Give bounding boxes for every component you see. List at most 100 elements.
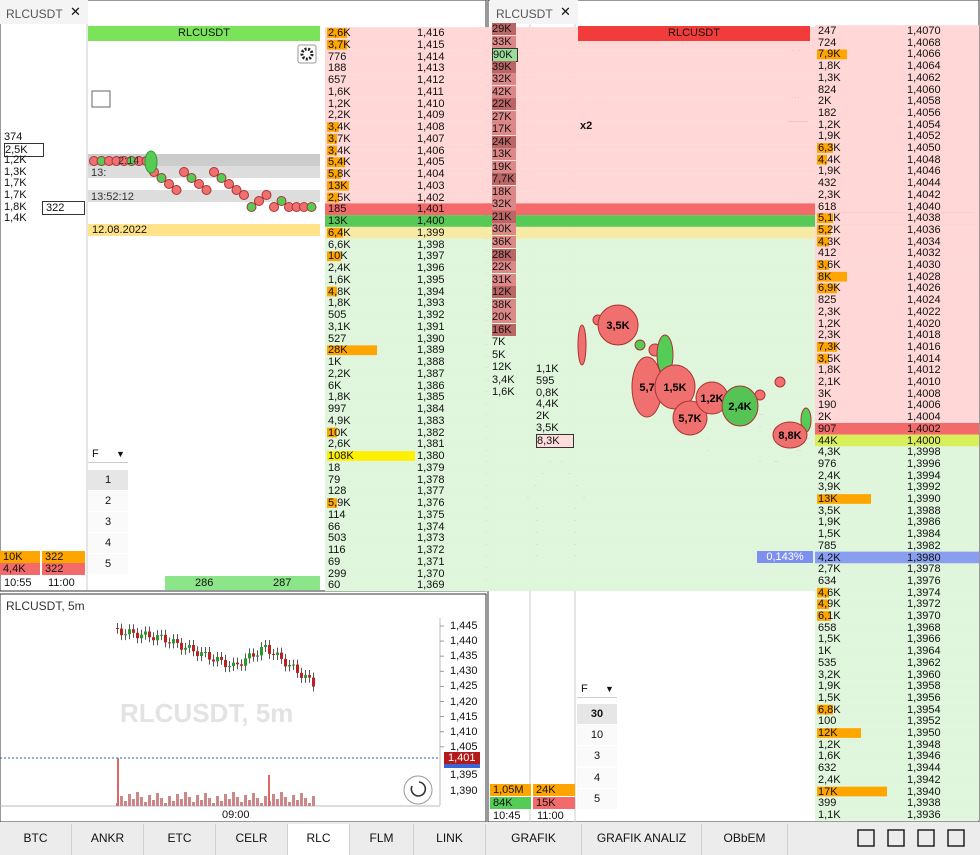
ladder-price: 1,370 xyxy=(417,567,445,580)
ladder-row xyxy=(815,212,979,225)
candle xyxy=(152,637,155,641)
tab[interactable]: FLM xyxy=(350,824,414,855)
ladder-price: 1,3972 xyxy=(907,598,941,611)
ladder-price: 1,4062 xyxy=(907,71,941,84)
panel-tab[interactable]: RLCUSDT xyxy=(0,0,88,24)
ladder-volume: 2,3K xyxy=(818,329,841,342)
ladder-row xyxy=(325,426,975,439)
tab[interactable]: RLC xyxy=(288,824,350,855)
volume-bar xyxy=(240,802,243,806)
column-value: 36K xyxy=(492,236,516,248)
ladder-row xyxy=(815,610,979,622)
refresh-button[interactable] xyxy=(403,775,433,805)
column-value: 4,4K xyxy=(536,398,559,411)
ladder-row xyxy=(815,294,979,306)
list-item[interactable]: 5 xyxy=(88,554,128,574)
tab[interactable]: ANKR xyxy=(72,824,144,855)
ladder-row xyxy=(325,544,975,556)
ladder-price: 1,3978 xyxy=(907,563,941,576)
ladder-price: 1,401 xyxy=(417,203,445,216)
column-value: 24K xyxy=(492,135,516,148)
price-label: 1,415 xyxy=(450,710,478,723)
volume-bar xyxy=(260,803,263,806)
ladder-price: 1,4030 xyxy=(907,259,941,271)
ladder-volume: 4,3K xyxy=(818,446,841,459)
icon-button[interactable] xyxy=(917,829,935,847)
ladder-row xyxy=(325,485,975,498)
side-volume: 1,8K xyxy=(4,200,27,213)
ladder-volume: 907 xyxy=(818,422,837,435)
trade-dot xyxy=(634,339,646,351)
candle xyxy=(224,659,227,668)
list-item[interactable]: 4 xyxy=(577,767,617,788)
ladder-volume: 1,5K xyxy=(818,528,841,541)
ladder-volume: 1,8K xyxy=(818,60,841,73)
trade-dot xyxy=(179,167,189,177)
ladder-row xyxy=(325,567,975,580)
date-band xyxy=(88,224,320,236)
ladder-price: 1,395 xyxy=(417,273,445,286)
ladder-row xyxy=(325,97,975,110)
ladder-price: 1,4036 xyxy=(907,223,941,236)
icon-button[interactable] xyxy=(887,829,905,847)
ladder-volume: 776 xyxy=(328,50,347,63)
ladder-volume: 2,7K xyxy=(818,563,841,576)
ladder-volume: 1,5K xyxy=(818,691,841,704)
trade-dot xyxy=(216,173,227,183)
list-item[interactable]: 4 xyxy=(88,533,128,553)
column-value: 22K xyxy=(492,261,516,274)
tab[interactable]: BTC xyxy=(0,824,72,855)
tab[interactable]: CELR xyxy=(216,824,288,855)
column-value: 12K xyxy=(492,286,516,299)
list-item[interactable]: 2 xyxy=(88,491,128,511)
ladder-row xyxy=(325,250,975,263)
list-item[interactable]: 30 xyxy=(577,704,617,724)
icon-button[interactable] xyxy=(857,829,875,847)
bubble-label: 8,8K xyxy=(778,430,801,442)
summary: 1,05M xyxy=(490,784,531,796)
ladder-volume: 3,1K xyxy=(328,320,351,333)
list-item[interactable]: 10 xyxy=(577,725,617,746)
ladder-price: 1,4050 xyxy=(907,142,941,154)
selector[interactable]: F xyxy=(577,680,617,698)
list-item[interactable]: 3 xyxy=(577,746,617,767)
ladder-row xyxy=(815,118,979,131)
ladder-price: 1,387 xyxy=(417,367,445,380)
column-value: 38K xyxy=(492,298,516,311)
column-value: 3,4K xyxy=(492,373,515,386)
selector[interactable]: F xyxy=(88,445,128,463)
tab[interactable]: OBbEM xyxy=(702,824,788,855)
ladder-volume: 634 xyxy=(818,574,837,587)
ladder-volume: 505 xyxy=(328,309,347,321)
ladder-row xyxy=(325,414,975,427)
ladder-volume: 1,2K xyxy=(818,317,841,330)
candle xyxy=(244,658,247,666)
ladder-volume: 724 xyxy=(818,36,837,49)
ladder-volume: 2,6K xyxy=(328,27,351,39)
tab[interactable]: LINK xyxy=(414,824,486,855)
filter-button[interactable] xyxy=(91,90,111,108)
list-item[interactable]: 1 xyxy=(88,470,128,490)
ladder-row xyxy=(815,528,979,540)
ladder-price: 1,3946 xyxy=(907,750,941,763)
list-item[interactable]: 3 xyxy=(88,512,128,532)
trade-dot xyxy=(144,150,158,174)
ladder-price: 1,4040 xyxy=(907,200,941,213)
ladder-volume: 503 xyxy=(328,532,347,545)
tab[interactable]: GRAFIK ANALIZ xyxy=(582,824,702,855)
icon-button[interactable] xyxy=(947,829,965,847)
ladder-volume: 1,3K xyxy=(818,71,841,84)
ladder-price: 1,413 xyxy=(417,62,445,75)
ladder-row xyxy=(325,273,975,286)
ladder-row xyxy=(325,438,975,451)
tab[interactable]: ETC xyxy=(144,824,216,855)
tab[interactable]: GRAFIK xyxy=(486,824,582,855)
volume-bar xyxy=(280,792,283,806)
volume-bar xyxy=(817,728,861,738)
trade-dot xyxy=(171,185,182,195)
list-item[interactable]: 5 xyxy=(577,788,617,809)
volume-bar xyxy=(168,796,171,806)
panel-tab[interactable]: RLCUSDT xyxy=(490,0,578,24)
ladder-row xyxy=(325,168,975,180)
